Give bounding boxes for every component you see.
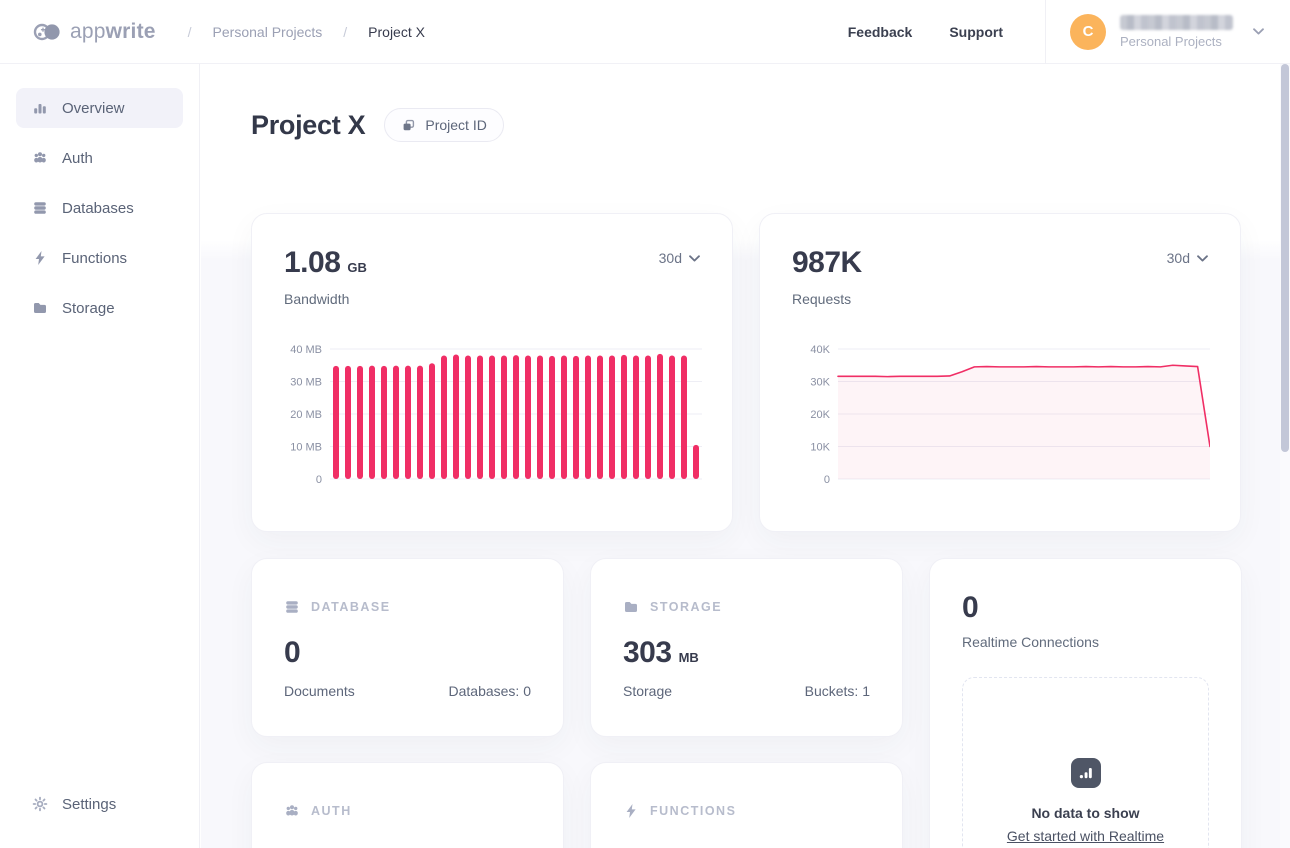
sidebar-item-storage[interactable]: Storage bbox=[16, 288, 183, 328]
requests-value: 987K bbox=[792, 246, 862, 279]
lightning-icon bbox=[32, 250, 48, 266]
requests-range-select[interactable]: 30d bbox=[1167, 250, 1208, 266]
realtime-connections-label: Realtime Connections bbox=[962, 634, 1099, 650]
header-divider bbox=[1045, 0, 1046, 64]
storage-category-label: STORAGE bbox=[650, 600, 723, 614]
svg-text:10K: 10K bbox=[810, 442, 830, 454]
chevron-down-icon bbox=[689, 254, 700, 262]
bandwidth-range-select[interactable]: 30d bbox=[659, 250, 700, 266]
folder-icon bbox=[32, 300, 48, 316]
breadcrumb-separator: / bbox=[187, 23, 192, 40]
sidebar-item-label: Auth bbox=[62, 149, 93, 167]
appwrite-logo-icon bbox=[33, 22, 61, 42]
project-id-badge-label: Project ID bbox=[425, 117, 487, 133]
account-organization: Personal Projects bbox=[1120, 33, 1222, 49]
support-link[interactable]: Support bbox=[949, 23, 1003, 40]
functions-category-label: FUNCTIONS bbox=[650, 804, 737, 818]
auth-category-label: AUTH bbox=[311, 804, 352, 818]
svg-text:30K: 30K bbox=[810, 377, 830, 389]
buckets-count: Buckets: 1 bbox=[804, 683, 870, 699]
bandwidth-value: 1.08 bbox=[284, 246, 341, 279]
no-data-title: No data to show bbox=[1031, 805, 1140, 821]
no-data-chart-icon bbox=[1070, 758, 1101, 788]
main-content: Project X Project ID 1.08 GB bbox=[201, 64, 1290, 848]
database-icon bbox=[32, 200, 48, 216]
sidebar-item-auth[interactable]: Auth bbox=[16, 138, 183, 178]
bandwidth-label: Bandwidth bbox=[284, 291, 350, 307]
documents-label: Documents bbox=[284, 683, 355, 699]
lightning-icon bbox=[623, 803, 639, 819]
database-card: DATABASE 0 Documents Databases: 0 bbox=[251, 558, 564, 737]
svg-text:30 MB: 30 MB bbox=[290, 377, 322, 389]
project-id-badge[interactable]: Project ID bbox=[384, 108, 504, 142]
svg-text:10 MB: 10 MB bbox=[290, 442, 322, 454]
copy-icon bbox=[401, 118, 416, 133]
sidebar-item-settings[interactable]: Settings bbox=[16, 784, 183, 824]
chevron-down-icon bbox=[1197, 254, 1208, 262]
storage-value: 303 bbox=[623, 636, 672, 669]
bandwidth-chart: 40 MB 30 MB 20 MB 10 MB 0 bbox=[284, 340, 702, 492]
database-icon bbox=[284, 599, 300, 615]
sidebar-item-databases[interactable]: Databases bbox=[16, 188, 183, 228]
page-title: Project X bbox=[251, 109, 366, 140]
users-icon bbox=[32, 150, 48, 166]
databases-count: Databases: 0 bbox=[448, 683, 532, 699]
requests-card: 987K Requests 30d 40K 30K 20K 10K 0 bbox=[759, 213, 1241, 532]
top-bar: appwrite / Personal Projects / Project X… bbox=[0, 0, 1290, 64]
breadcrumb-separator: / bbox=[343, 23, 348, 40]
realtime-card: 0 Realtime Connections No data to show G… bbox=[929, 558, 1242, 848]
storage-card: STORAGE 303 MB Storage Buckets: 1 bbox=[590, 558, 903, 737]
scrollbar-thumb[interactable] bbox=[1281, 64, 1289, 452]
svg-text:0: 0 bbox=[316, 474, 322, 486]
svg-text:40K: 40K bbox=[810, 344, 830, 356]
sidebar-item-label: Storage bbox=[62, 299, 115, 317]
sidebar-item-functions[interactable]: Functions bbox=[16, 238, 183, 278]
sidebar-item-label: Functions bbox=[62, 249, 128, 267]
feedback-link[interactable]: Feedback bbox=[847, 23, 913, 40]
avatar: C bbox=[1070, 13, 1106, 50]
requests-label: Requests bbox=[792, 291, 852, 307]
svg-text:0: 0 bbox=[824, 474, 830, 486]
database-category-label: DATABASE bbox=[311, 600, 391, 614]
account-menu[interactable]: C Personal Projects bbox=[1046, 13, 1290, 50]
folder-icon bbox=[623, 599, 639, 615]
bandwidth-range-value: 30d bbox=[658, 250, 682, 266]
realtime-connections-count: 0 bbox=[962, 591, 979, 624]
bandwidth-unit: GB bbox=[347, 260, 367, 275]
bandwidth-card: 1.08 GB Bandwidth 30d 40 MB 30 MB 20 MB 10 … bbox=[251, 213, 733, 532]
realtime-empty-state: No data to show Get started with Realtim… bbox=[962, 677, 1209, 848]
breadcrumb-current[interactable]: Project X bbox=[368, 23, 425, 40]
sidebar-settings-label: Settings bbox=[62, 795, 117, 813]
chevron-down-icon bbox=[1253, 28, 1264, 35]
documents-count: 0 bbox=[284, 636, 301, 669]
users-icon bbox=[284, 803, 300, 819]
sidebar-item-label: Databases bbox=[62, 199, 134, 217]
functions-card: FUNCTIONS bbox=[590, 762, 903, 848]
breadcrumb-parent[interactable]: Personal Projects bbox=[212, 23, 323, 40]
svg-text:40 MB: 40 MB bbox=[290, 344, 322, 356]
sidebar: Overview Auth Databases Functions bbox=[0, 64, 200, 848]
storage-label: Storage bbox=[623, 683, 673, 699]
sidebar-item-overview[interactable]: Overview bbox=[16, 88, 183, 128]
storage-unit: MB bbox=[678, 650, 699, 665]
account-name-redacted bbox=[1120, 14, 1233, 30]
requests-range-value: 30d bbox=[1166, 250, 1190, 266]
appwrite-logo[interactable]: appwrite bbox=[33, 20, 156, 44]
auth-card: AUTH bbox=[251, 762, 564, 848]
svg-text:20K: 20K bbox=[810, 409, 830, 421]
get-started-realtime-link[interactable]: Get started with Realtime bbox=[1006, 828, 1165, 844]
appwrite-logo-text: appwrite bbox=[70, 19, 156, 43]
breadcrumb: / Personal Projects / Project X bbox=[188, 24, 425, 40]
bar-chart-icon bbox=[32, 100, 48, 116]
gear-icon bbox=[32, 796, 48, 812]
svg-text:20 MB: 20 MB bbox=[290, 409, 322, 421]
scrollbar-track bbox=[1280, 64, 1290, 848]
requests-chart: 40K 30K 20K 10K 0 bbox=[792, 340, 1210, 492]
sidebar-item-label: Overview bbox=[62, 99, 125, 117]
